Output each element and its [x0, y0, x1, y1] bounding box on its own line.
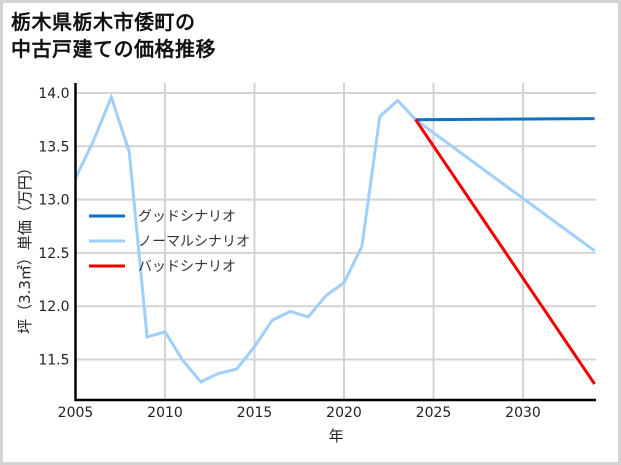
series-line-1	[74, 92, 596, 384]
chart-title-line2: 中古戸建ての価格推移	[11, 37, 216, 61]
y-tick-label: 13.5	[38, 139, 69, 155]
data-series	[74, 92, 596, 385]
chart-title: 栃木県栃木市倭町の 中古戸建ての価格推移	[11, 9, 216, 63]
chart-title-line1: 栃木県栃木市倭町の	[11, 10, 196, 34]
x-tick-label: 2020	[326, 405, 362, 421]
y-tick-label: 13.0	[38, 193, 69, 209]
y-tick-label: 12.0	[38, 299, 69, 315]
legend-label: ノーマルシナリオ	[138, 234, 250, 250]
legend-label: グッドシナリオ	[138, 209, 236, 225]
series-line-0	[415, 117, 595, 122]
y-tick-label: 12.5	[38, 246, 69, 262]
y-axis-label: 坪（3.3㎡）単価（万円）	[16, 160, 34, 334]
x-tick-label: 2005	[58, 405, 94, 421]
axes	[74, 83, 596, 402]
y-tick-label: 14.0	[38, 86, 69, 102]
x-tick-label: 2030	[505, 405, 541, 421]
series-line-2	[414, 118, 596, 385]
x-tick-label: 2015	[237, 405, 273, 421]
y-tick-label: 11.5	[38, 353, 69, 369]
tick-labels: 11.5 12.0 12.5 13.0 13.5 14.0 2005 2010 2015 2020…	[38, 86, 540, 421]
x-tick-label: 2025	[416, 405, 452, 421]
x-tick-label: 2010	[147, 405, 183, 421]
x-axis-label: 年	[328, 427, 343, 445]
legend-label: バッドシナリオ	[138, 259, 236, 275]
